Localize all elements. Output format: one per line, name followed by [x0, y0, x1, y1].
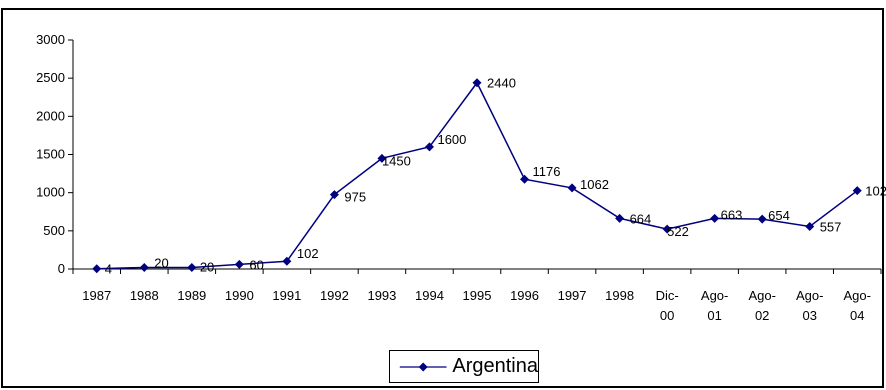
data-label: 20 [154, 255, 168, 270]
series-argentina [92, 78, 862, 274]
data-label: 1600 [437, 132, 466, 147]
x-tick-label: Ago-02 [748, 288, 775, 323]
x-tick-label: 1996 [510, 288, 539, 303]
data-label: 522 [667, 224, 689, 239]
data-label: 1176 [533, 164, 561, 179]
y-tick-label: 2500 [36, 70, 65, 85]
y-tick-label: 3000 [36, 32, 65, 47]
y-tick-label: 1000 [36, 185, 65, 200]
x-tick-label: 1994 [415, 288, 444, 303]
y-tick-label: 0 [58, 261, 65, 276]
y-tick-label: 1500 [36, 147, 65, 162]
data-point [567, 183, 577, 193]
data-point [615, 213, 625, 223]
x-tick-label: 1988 [130, 288, 159, 303]
x-tick-label: 1990 [225, 288, 254, 303]
x-tick-label: 1992 [320, 288, 349, 303]
y-tick-label: 500 [43, 223, 65, 238]
data-label: 663 [721, 207, 743, 222]
data-point [92, 264, 102, 274]
x-axis: 1987 1988 1989 1990 1991 1992 1993 1994 1995 1996… [72, 268, 882, 323]
data-label: 102 [297, 246, 319, 261]
data-point [710, 213, 720, 223]
data-label: 654 [768, 208, 790, 223]
x-tick-label: 1989 [177, 288, 206, 303]
x-tick-label: Ago-03 [796, 288, 823, 323]
x-tick-label: 1997 [558, 288, 587, 303]
data-point [472, 78, 482, 88]
data-label: 2440 [487, 76, 516, 91]
data-point [424, 142, 434, 152]
data-point [852, 186, 862, 196]
series-line-argentina [96, 81, 858, 270]
data-point [805, 221, 815, 231]
data-point [139, 262, 149, 272]
data-label: 1026 [865, 184, 886, 199]
data-label: 975 [344, 190, 366, 205]
data-label: 1450 [382, 153, 411, 168]
data-label: 60 [249, 257, 263, 272]
data-point [662, 224, 672, 234]
data-point [329, 190, 339, 200]
data-label: 557 [820, 219, 842, 234]
x-tick-label: Ago-04 [844, 288, 871, 323]
data-labels: 4 20 20 60 102 975 1450 1600 2440 1176 1062 664 522 6… [105, 76, 886, 277]
data-point [234, 259, 244, 269]
legend-label-argentina: Argentina [452, 355, 538, 377]
x-tick-label: 1998 [605, 288, 634, 303]
data-point [377, 153, 387, 163]
legend-swatch-argentina [399, 362, 447, 371]
x-tick-label: Ago-01 [701, 288, 728, 323]
legend: Argentina [389, 350, 539, 383]
data-point [757, 214, 767, 224]
data-label: 1062 [580, 177, 609, 192]
x-tick-label: 1987 [82, 288, 111, 303]
y-tick-label: 2000 [36, 108, 65, 123]
data-point [187, 262, 197, 272]
data-label: 664 [630, 211, 652, 226]
chart-frame [1, 8, 884, 388]
data-point [520, 174, 530, 184]
data-label: 4 [105, 262, 112, 277]
y-axis: 0 500 1000 1500 2000 2500 3000 [36, 32, 74, 276]
data-point [282, 256, 292, 266]
x-tick-label: Dic-00 [656, 288, 679, 323]
data-label: 20 [200, 259, 214, 274]
x-tick-label: 1991 [272, 288, 301, 303]
x-tick-label: 1995 [463, 288, 492, 303]
x-tick-label: 1993 [367, 288, 396, 303]
